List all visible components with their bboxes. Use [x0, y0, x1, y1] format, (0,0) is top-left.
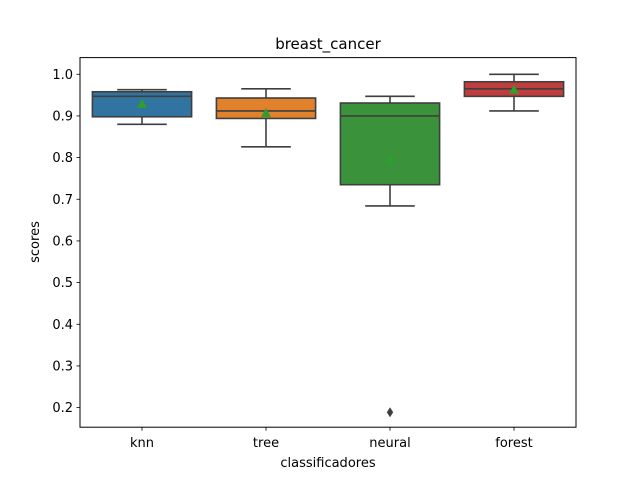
mean-marker-neural — [385, 154, 395, 164]
y-tick-label: 0.7 — [52, 193, 73, 208]
plot-area: 0.2 0.3 0.4 0.5 0.6 0.7 0.8 0.9 1.0 knn tree neural… — [52, 68, 565, 451]
x-tick-label: knn — [130, 436, 154, 451]
outlier-neural — [386, 407, 394, 418]
x-tick-label: forest — [495, 436, 532, 451]
y-tick-label: 0.3 — [52, 359, 73, 374]
y-tick-label: 0.8 — [52, 151, 73, 166]
x-tick-label: tree — [253, 436, 279, 451]
mean-marker-tree — [261, 108, 271, 118]
plot-frame — [79, 57, 577, 428]
y-tick-label: 0.4 — [52, 318, 73, 333]
mean-marker-knn — [137, 98, 147, 108]
y-axis-label: scores — [28, 221, 43, 263]
x-axis-label: classificadores — [280, 456, 375, 471]
y-tick-label: 0.6 — [52, 234, 73, 249]
y-tick-label: 0.2 — [52, 401, 73, 416]
y-tick-label: 0.5 — [52, 276, 73, 291]
y-tick-label: 1.0 — [52, 68, 73, 83]
chart-title: breast_cancer — [275, 35, 381, 54]
mean-marker-forest — [509, 84, 519, 94]
x-tick-label: neural — [369, 436, 410, 451]
y-tick-label: 0.9 — [52, 109, 73, 124]
